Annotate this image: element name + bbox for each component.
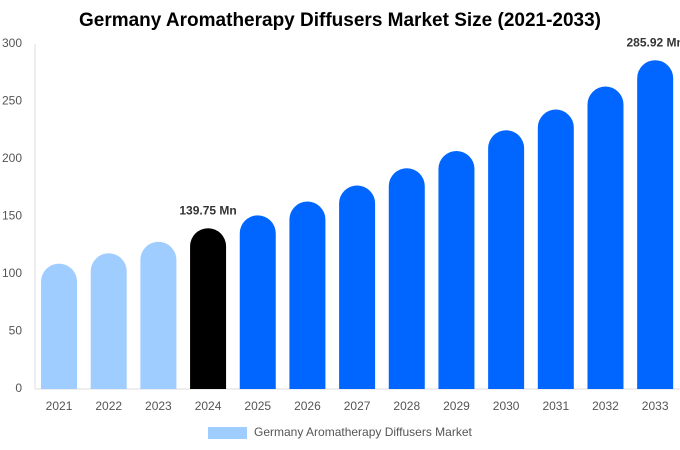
bar: [537, 109, 574, 389]
bar: [239, 215, 276, 389]
bar: [488, 130, 525, 389]
data-label: 285.92 Mn: [626, 35, 680, 49]
y-tick-label: 200: [2, 151, 22, 165]
chart-title: Germany Aromatherapy Diffusers Market Si…: [79, 10, 601, 31]
x-tick-label: 2031: [542, 399, 569, 413]
data-label: 139.75 Mn: [179, 203, 236, 217]
y-tick-label: 150: [2, 209, 22, 223]
x-tick-label: 2032: [592, 399, 619, 413]
x-tick-label: 2025: [244, 399, 271, 413]
bar: [637, 60, 674, 389]
y-tick-label: 300: [2, 36, 22, 50]
legend-label: Germany Aromatherapy Diffusers Market: [254, 425, 473, 439]
x-tick-label: 2028: [393, 399, 420, 413]
x-tick-label: 2033: [642, 399, 669, 413]
y-tick-label: 50: [9, 324, 23, 338]
x-tick-label: 2027: [344, 399, 371, 413]
bar: [388, 168, 425, 389]
x-tick-label: 2029: [443, 399, 470, 413]
bar: [41, 263, 78, 389]
x-tick-label: 2022: [95, 399, 122, 413]
bar: [438, 150, 475, 389]
bar: [90, 253, 127, 389]
x-tick-label: 2023: [145, 399, 172, 413]
x-tick-label: 2026: [294, 399, 321, 413]
bar: [289, 201, 326, 389]
legend-swatch: [208, 427, 247, 439]
bar: [339, 185, 376, 389]
x-tick-label: 2021: [46, 399, 73, 413]
x-tick-label: 2030: [493, 399, 520, 413]
bar: [140, 241, 177, 389]
y-tick-label: 100: [2, 266, 22, 280]
x-tick-label: 2024: [195, 399, 222, 413]
bar: [190, 228, 227, 389]
y-tick-label: 250: [2, 94, 22, 108]
y-tick-label: 0: [15, 381, 22, 395]
bar: [587, 86, 624, 390]
